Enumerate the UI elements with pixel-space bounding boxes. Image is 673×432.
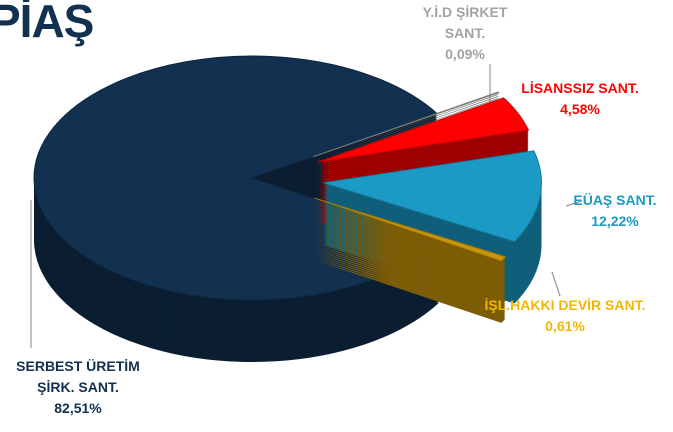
- slice-label: Y.İ.D ŞİRKET SANT.: [422, 4, 508, 41]
- slice-side: [314, 208, 506, 271]
- value-label: 0,61%: [545, 318, 585, 334]
- slice-side: [314, 254, 506, 317]
- slice-side: [314, 260, 506, 323]
- slice-side: [314, 210, 506, 273]
- value-label: 12,22%: [591, 213, 639, 229]
- slice-side: [314, 220, 506, 283]
- slice-side: [314, 244, 506, 307]
- slice-side: [314, 242, 506, 305]
- slice-side: [313, 94, 499, 159]
- slice-side: [314, 232, 506, 295]
- slice-side: [314, 230, 506, 293]
- slice-side: [314, 246, 506, 309]
- slice: [323, 150, 542, 243]
- leader-line: [551, 271, 561, 297]
- slice-side: [314, 202, 506, 265]
- slice-label: İŞL.HAKKI DEVİR SANT.: [484, 297, 646, 313]
- slice-side: [314, 258, 506, 321]
- slice-side: [314, 250, 506, 313]
- slice-label: SERBEST ÜRETİM ŞİRK. SANT.: [16, 358, 140, 395]
- logo-text: PİAŞ: [0, 0, 94, 47]
- leader-line: [565, 200, 583, 207]
- slice: [313, 91, 500, 158]
- slice-side: [314, 226, 506, 289]
- slice-side: [314, 234, 506, 297]
- slice-side: [314, 240, 506, 303]
- slice-side: [314, 200, 506, 263]
- slice-side: [314, 228, 506, 291]
- slice-side: [314, 256, 506, 319]
- slice-side: [313, 96, 499, 161]
- value-label: 4,58%: [560, 101, 600, 117]
- slice-side: [314, 238, 506, 301]
- slice-side: [314, 218, 506, 281]
- slice-side: [314, 236, 506, 299]
- slice-label: EÜAŞ SANT.: [573, 192, 657, 208]
- slice-side: [314, 248, 506, 311]
- slice-label: LİSANSSIZ SANT.: [521, 80, 639, 96]
- slice-side: [314, 214, 506, 277]
- slice: [317, 97, 530, 163]
- slice-side: [314, 252, 506, 315]
- value-label: 0,09%: [445, 46, 485, 62]
- slice-side: [314, 224, 506, 287]
- slice-side: [314, 212, 506, 275]
- slice-side: [314, 204, 506, 267]
- slice-side: [313, 98, 499, 163]
- slice-side: [314, 222, 506, 285]
- value-label: 82,51%: [54, 400, 102, 416]
- slice-side: [314, 216, 506, 279]
- slice: [314, 197, 507, 262]
- slice-side: [314, 206, 506, 269]
